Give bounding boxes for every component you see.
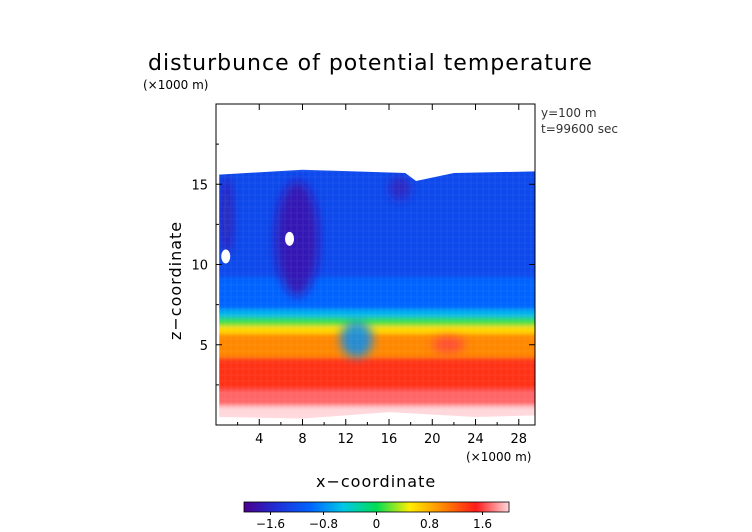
x-tick-label: 12 (337, 432, 354, 447)
x-axis-ticks: 4 8 12 16 20 24 28 (237, 104, 528, 447)
colorbar-ticks: −1.6 −0.8 0 0.8 1.6 (256, 512, 492, 531)
y-tick-label: 15 (191, 178, 208, 193)
y-axis-label: z−coordinate (166, 221, 185, 340)
x-tick-label: 8 (298, 432, 306, 447)
y-tick-label: 10 (191, 259, 208, 274)
missing-data-spot (285, 231, 295, 246)
info-time: t=99600 sec (541, 122, 618, 136)
x-axis-label: x−coordinate (316, 472, 436, 491)
colorbar-tick-label: 0 (373, 517, 381, 531)
x-unit-label: (×1000 m) (466, 450, 531, 464)
x-tick-label: 16 (381, 432, 398, 447)
colorbar: −1.6 −0.8 0 0.8 1.6 (243, 501, 510, 531)
info-y-position: y=100 m (541, 106, 597, 120)
plot-area: 4 8 12 16 20 24 28 5 10 15 (191, 103, 536, 447)
z-unit-label: (×1000 m) (143, 78, 208, 92)
colorbar-tick-label: −0.8 (309, 517, 338, 531)
missing-data-spot (221, 249, 231, 264)
x-tick-label: 4 (255, 432, 263, 447)
chart-title: disturbunce of potential temperature (148, 51, 593, 76)
y-tick-label: 5 (200, 339, 208, 354)
x-tick-label: 20 (424, 432, 441, 447)
y-axis-ticks: 5 10 15 (191, 143, 535, 386)
contour-texture (219, 169, 535, 419)
colorbar-tick-label: 1.6 (473, 517, 492, 531)
colorbar-tick-label: −1.6 (256, 517, 285, 531)
temperature-field (219, 169, 535, 419)
colorbar-ramp (243, 501, 510, 513)
x-tick-label: 24 (467, 432, 484, 447)
x-tick-label: 28 (511, 432, 528, 447)
colorbar-tick-label: 0.8 (420, 517, 439, 531)
